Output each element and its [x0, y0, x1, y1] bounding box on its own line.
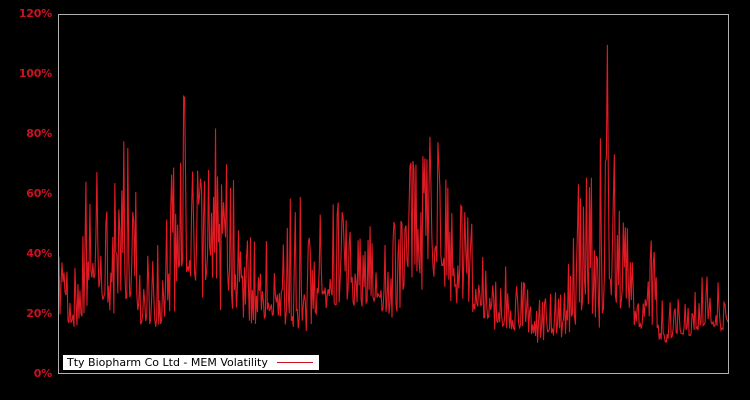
legend-label: Tty Biopharm Co Ltd - MEM Volatility [67, 356, 268, 369]
y-axis-tick-80: 80% [26, 127, 52, 140]
y-axis-tick-20: 20% [26, 307, 52, 320]
y-axis-tick-40: 40% [26, 247, 52, 260]
volatility-series-plot [59, 15, 728, 373]
y-axis-tick-120: 120% [18, 7, 52, 20]
chart-legend: Tty Biopharm Co Ltd - MEM Volatility [63, 355, 319, 370]
y-axis-tick-labels: 0% 20% 40% 60% 80% 100% 120% [0, 0, 52, 400]
y-axis-tick-100: 100% [18, 67, 52, 80]
series-line-mem-volatility [59, 45, 728, 343]
line-swatch-icon [276, 362, 313, 363]
plot-area [58, 14, 729, 374]
y-axis-tick-60: 60% [26, 187, 52, 200]
y-axis-tick-0: 0% [33, 367, 52, 380]
